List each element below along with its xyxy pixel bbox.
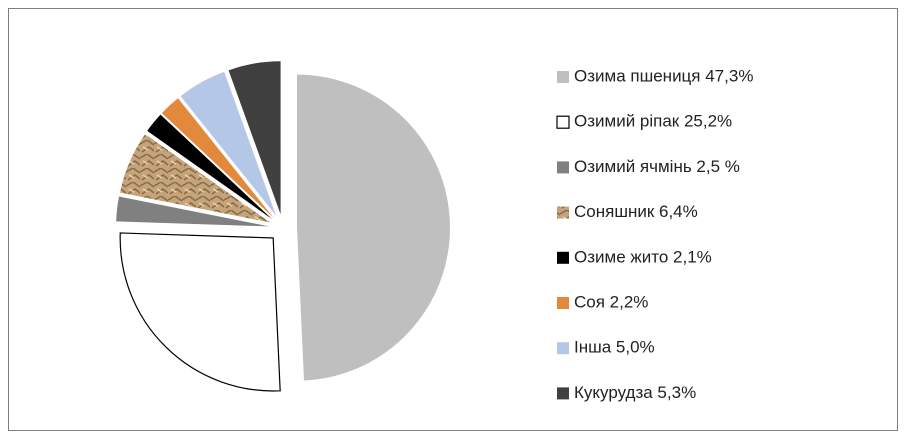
legend-label: Інша 5,0% xyxy=(574,338,655,357)
pie-slice xyxy=(116,196,270,227)
legend-marker xyxy=(557,342,569,355)
legend-marker xyxy=(556,115,570,129)
pie-slice xyxy=(120,134,271,223)
pie-slice xyxy=(180,71,277,216)
pie-slice xyxy=(147,114,273,220)
legend-marker xyxy=(557,297,569,309)
legend-label: Озиме жито 2,1% xyxy=(574,247,712,266)
pie-slice xyxy=(228,61,281,215)
legend-label: Соняшник 6,4% xyxy=(574,202,698,221)
legend-label: Озимий ріпак 25,2% xyxy=(574,112,732,131)
pie-slice xyxy=(161,98,274,218)
legend-marker xyxy=(557,387,569,400)
legend-label: Озимий ячмінь 2,5 % xyxy=(574,157,740,176)
legend-marker xyxy=(557,161,569,174)
legend-marker xyxy=(557,251,569,264)
legend-marker xyxy=(557,206,569,219)
legend-label: Кукурудза 5,3% xyxy=(574,383,696,402)
pie-slice xyxy=(296,74,450,381)
legend-marker xyxy=(557,71,569,83)
legend-label: Соя 2,2% xyxy=(574,292,648,311)
legend-label: Озима пшениця 47,3% xyxy=(574,66,753,85)
pie-slice xyxy=(119,232,281,392)
